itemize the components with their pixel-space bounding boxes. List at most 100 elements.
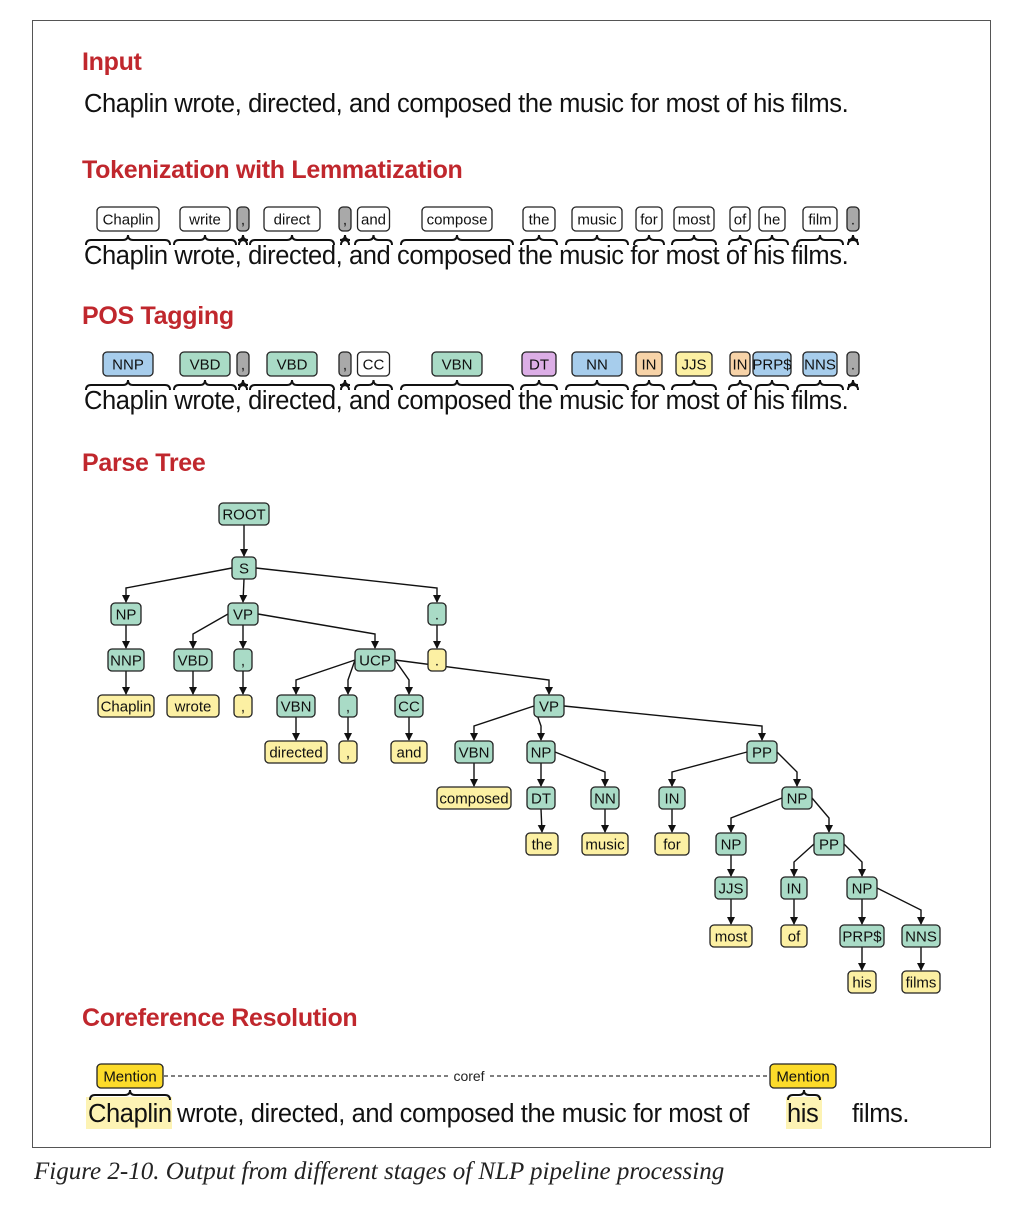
svg-text:IN: IN bbox=[733, 356, 748, 373]
tree-node-comma2w: , bbox=[338, 740, 358, 764]
svg-text:DT: DT bbox=[531, 790, 551, 807]
svg-text:.: . bbox=[435, 606, 439, 623]
tree-edge-vp2-pp1 bbox=[563, 705, 766, 741]
pos-tag-brace-0 bbox=[85, 379, 171, 391]
svg-text:,: , bbox=[241, 698, 245, 715]
svg-text:VBD: VBD bbox=[178, 652, 209, 669]
token-6: compose bbox=[421, 206, 493, 232]
pos-tags: NNP VBD, VBD, CC VBN DT NN IN JJS IN PRP$ NNS. bbox=[85, 351, 860, 391]
tree-edge-np3-pp2 bbox=[811, 797, 833, 833]
tree-node-composed: composed bbox=[436, 786, 512, 810]
tree-node-vbd: VBD bbox=[173, 648, 213, 672]
tree-node-chaplin: Chaplin bbox=[97, 694, 155, 718]
token-brace-7 bbox=[520, 234, 558, 246]
tree-edge-dt-the bbox=[537, 808, 546, 833]
svg-text:DT: DT bbox=[529, 356, 549, 373]
token-14: . bbox=[846, 206, 860, 232]
token-brace-13 bbox=[796, 234, 844, 246]
svg-text:VP: VP bbox=[539, 698, 559, 715]
tree-edge-pp2-np5 bbox=[843, 843, 866, 877]
tree-node-comma1: , bbox=[233, 648, 253, 672]
tree-node-the: the bbox=[525, 832, 559, 856]
tree-node-pp1: PP bbox=[746, 740, 778, 764]
pos-tag-13: NNS bbox=[802, 351, 838, 377]
token-brace-12 bbox=[755, 234, 789, 246]
tree-edge-np5-nns bbox=[876, 887, 925, 925]
pos-tag-3: VBD bbox=[266, 351, 318, 377]
tree-node-and: and bbox=[390, 740, 428, 764]
tree-node-films: films bbox=[901, 970, 941, 994]
token-brace-4 bbox=[339, 234, 351, 246]
svg-text:music: music bbox=[585, 836, 625, 853]
svg-text:VBN: VBN bbox=[281, 698, 312, 715]
svg-text:the: the bbox=[532, 836, 553, 853]
svg-text:UCP: UCP bbox=[359, 652, 391, 669]
tree-edge-ucp-cc bbox=[394, 659, 413, 695]
token-brace-14 bbox=[847, 234, 859, 246]
svg-text:,: , bbox=[346, 744, 350, 761]
svg-text:NP: NP bbox=[721, 836, 742, 853]
svg-text:IN: IN bbox=[787, 880, 802, 897]
pos-tag-7: DT bbox=[521, 351, 557, 377]
tree-node-comma1w: , bbox=[233, 694, 253, 718]
pos-sentence: Chaplin wrote, directed, and composed th… bbox=[84, 387, 849, 415]
svg-text:write: write bbox=[188, 211, 221, 228]
tree-node-nns: NNS bbox=[901, 924, 941, 948]
token-12: he bbox=[758, 206, 786, 232]
tree-node-vbn2: VBN bbox=[454, 740, 494, 764]
svg-text:directed: directed bbox=[269, 744, 322, 761]
pos-tag-11: IN bbox=[729, 351, 751, 377]
mention-highlight-2 bbox=[786, 1097, 822, 1129]
pos-tag-2: , bbox=[236, 351, 250, 377]
tree-edge-np3-np4 bbox=[727, 797, 783, 833]
tree-node-np3: NP bbox=[781, 786, 813, 810]
tree-node-dot1: . bbox=[427, 602, 447, 626]
svg-text:music: music bbox=[577, 211, 617, 228]
token-brace-5 bbox=[354, 234, 393, 246]
parse-tree-heading: Parse Tree bbox=[82, 449, 206, 477]
token-1: write bbox=[179, 206, 231, 232]
svg-text:NP: NP bbox=[787, 790, 808, 807]
svg-text:PRP$: PRP$ bbox=[752, 356, 792, 373]
token-2: , bbox=[236, 206, 250, 232]
tree-edge-ucp-comma2 bbox=[344, 659, 356, 695]
svg-text:NP: NP bbox=[116, 606, 137, 623]
tree-node-directed: directed bbox=[264, 740, 328, 764]
figure-frame bbox=[32, 20, 991, 1148]
tree-node-vp2: VP bbox=[533, 694, 565, 718]
svg-text:Mention: Mention bbox=[776, 1068, 829, 1085]
tokenization-heading: Tokenization with Lemmatization bbox=[82, 156, 463, 184]
mention-brace-2 bbox=[787, 1089, 821, 1101]
svg-text:Mention: Mention bbox=[103, 1068, 156, 1085]
svg-text:most: most bbox=[678, 211, 711, 228]
pos-tag-brace-8 bbox=[565, 379, 629, 391]
tree-node-ucp: UCP bbox=[354, 648, 396, 672]
token-5: and bbox=[356, 206, 391, 232]
svg-text:.: . bbox=[435, 652, 439, 669]
tree-edge-pp1-np3 bbox=[776, 751, 801, 787]
pos-tag-brace-9 bbox=[633, 379, 665, 391]
token-brace-8 bbox=[565, 234, 629, 246]
token-brace-6 bbox=[400, 234, 514, 246]
pos-tag-12: PRP$ bbox=[752, 351, 792, 377]
svg-text:direct: direct bbox=[274, 211, 312, 228]
svg-text:NNS: NNS bbox=[905, 928, 937, 945]
svg-text:CC: CC bbox=[363, 356, 385, 373]
tree-node-dt: DT bbox=[526, 786, 556, 810]
token-9: for bbox=[635, 206, 663, 232]
tree-edge-s-np1 bbox=[122, 567, 233, 603]
pos-tag-5: CC bbox=[356, 351, 391, 377]
svg-text:Chaplin: Chaplin bbox=[101, 698, 152, 715]
mention-brace-1 bbox=[89, 1089, 171, 1101]
svg-text:Chaplin: Chaplin bbox=[103, 211, 154, 228]
tree-node-vbn1: VBN bbox=[276, 694, 316, 718]
svg-text:for: for bbox=[640, 211, 658, 228]
svg-text:film: film bbox=[808, 211, 831, 228]
tree-node-comma2: , bbox=[338, 694, 358, 718]
svg-text:.: . bbox=[851, 356, 855, 373]
tree-node-nn: NN bbox=[590, 786, 620, 810]
svg-text:PP: PP bbox=[819, 836, 839, 853]
mention-badge-1: Mention bbox=[96, 1063, 164, 1089]
tree-node-for: for bbox=[654, 832, 690, 856]
tree-edge-pp1-in1 bbox=[668, 751, 748, 787]
